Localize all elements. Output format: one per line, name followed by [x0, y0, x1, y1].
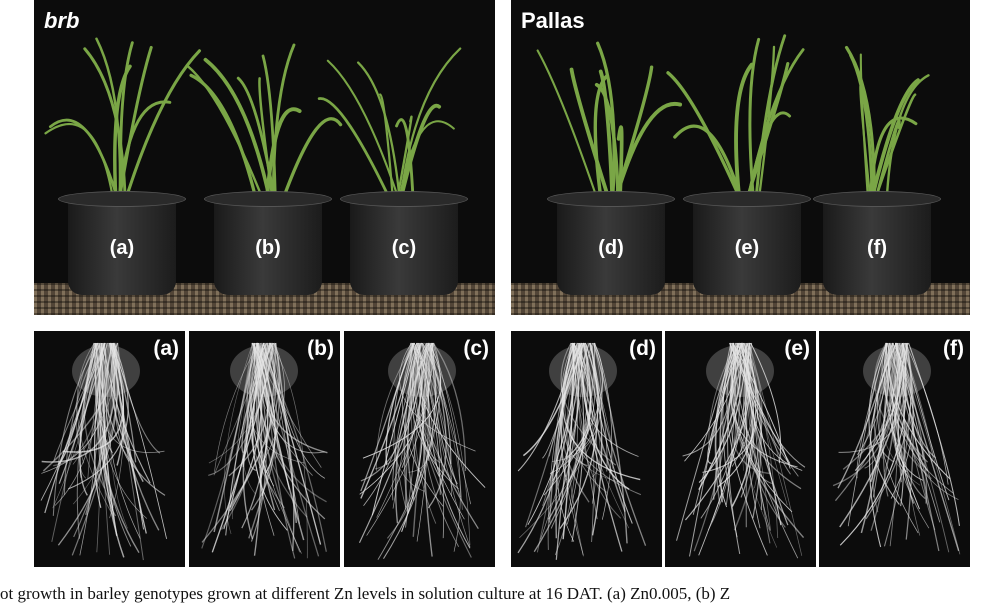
- root-system-e: [676, 342, 806, 559]
- root-label-a: (a): [153, 337, 179, 360]
- pot-d: (d): [547, 191, 675, 295]
- group-title-brb: brb: [44, 8, 80, 33]
- pot-c: (c): [340, 191, 468, 295]
- root-system-a: [40, 342, 167, 561]
- pot-label-f: (f): [867, 237, 887, 259]
- plant-photo-brb: brb (a) (b) (c): [34, 0, 495, 315]
- leaves-pallas: [536, 34, 930, 217]
- root-label-c: (c): [463, 337, 489, 360]
- root-system-d: [517, 342, 647, 560]
- pot-label-d: (d): [598, 237, 624, 259]
- pot-label-e: (e): [734, 237, 760, 259]
- pot-label-b: (b): [255, 237, 281, 259]
- pot-e: (e): [683, 191, 811, 295]
- plant-photo-pallas: Pallas (d) (e) (f): [511, 0, 970, 315]
- pot-a: (a): [58, 191, 186, 295]
- root-scan-b: (b): [189, 331, 340, 567]
- root-label-e: (e): [784, 337, 810, 360]
- pot-b: (b): [204, 191, 332, 295]
- root-label-b: (b): [307, 337, 334, 360]
- root-system-f: [832, 342, 961, 555]
- root-system-b: [201, 342, 328, 559]
- root-scan-e: (e): [665, 331, 816, 567]
- leaves-brb: [44, 37, 462, 217]
- root-label-d: (d): [629, 337, 656, 360]
- root-scan-a: (a): [34, 331, 185, 567]
- pot-label-c: (c): [391, 237, 417, 259]
- root-label-f: (f): [943, 337, 964, 360]
- pot-f: (f): [813, 191, 941, 295]
- root-system-c: [358, 342, 486, 560]
- group-title-pallas: Pallas: [521, 8, 585, 33]
- root-scan-c: (c): [344, 331, 495, 567]
- root-scan-d: (d): [511, 331, 662, 567]
- root-scan-f: (f): [819, 331, 970, 567]
- figure-caption: ot growth in barley genotypes grown at d…: [0, 584, 731, 603]
- pot-label-a: (a): [109, 237, 135, 259]
